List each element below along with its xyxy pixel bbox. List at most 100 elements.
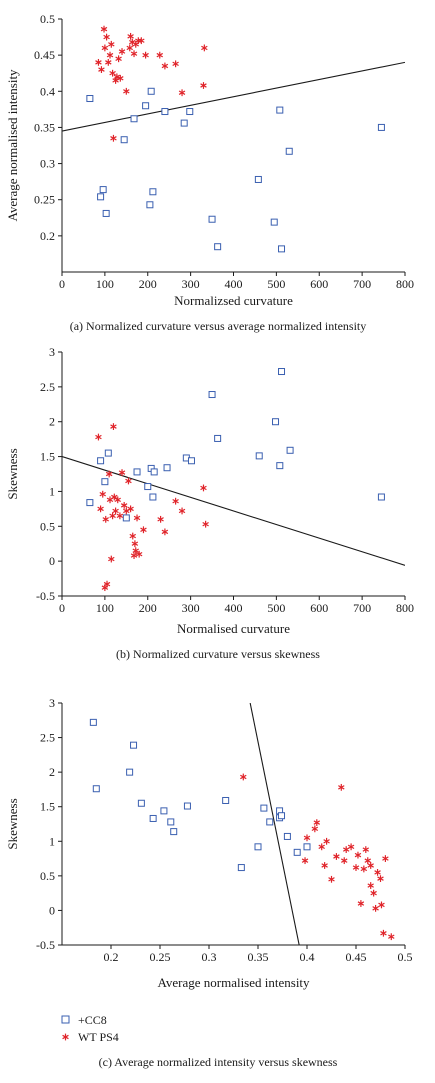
data-point-square [130,115,138,123]
star-stroke [109,513,116,519]
data-point-star [161,62,169,70]
data-point-star [106,51,114,59]
x-tick-label: 0.2 [104,950,119,964]
x-tick-label: 500 [267,601,285,615]
data-point-star [313,819,321,827]
star-stroke [105,60,112,65]
star-stroke [201,45,208,51]
data-point-square [104,449,112,457]
data-point-square [130,741,138,749]
data-point-star [378,901,385,909]
star-stroke [200,485,207,491]
y-tick-label: 0.5 [40,869,55,883]
star-stroke [115,56,122,61]
y-tick-label: 0.3 [40,157,55,171]
star-stroke [131,541,139,546]
data-point-star [328,875,335,883]
data-point-star [201,44,208,52]
data-point-star [95,58,102,66]
star-stroke [156,52,163,58]
star-stroke [370,890,377,896]
y-tick-label: 0.5 [40,519,55,533]
star-stroke [129,533,136,539]
star-stroke [130,51,138,56]
star-stroke [62,1034,69,1040]
star-stroke [100,26,108,32]
star-stroke [380,931,387,936]
star-stroke [132,548,139,553]
chart-caption: (b) Normalized curvature versus skewness [116,647,320,661]
y-tick-label: 1 [49,834,55,848]
y-tick-label: 1.5 [40,800,55,814]
data-point-square [286,446,294,454]
data-point-star [323,837,330,845]
star-stroke [301,858,309,863]
star-stroke [328,877,335,882]
y-axis-label: Skewness [5,448,20,499]
data-point-star [112,507,119,515]
data-point-square [99,186,107,194]
data-point-square [160,807,168,815]
data-point-square [276,106,284,114]
star-stroke [377,876,384,881]
data-point-square [208,391,216,399]
data-point-star [140,526,147,534]
data-point-star [95,433,102,441]
star-stroke [105,471,113,477]
data-point-square [254,843,262,851]
data-point-star [125,477,132,485]
data-point-star [131,540,139,548]
y-tick-label: 0.25 [34,193,55,207]
y-tick-label: 0.5 [40,12,55,26]
star-stroke [338,785,345,790]
data-point-star [116,512,124,520]
star-stroke [127,34,134,39]
star-stroke [110,424,117,429]
data-point-star [157,515,164,523]
star-stroke [364,858,372,863]
x-tick-label: 500 [267,277,285,291]
y-tick-label: 3 [49,696,55,710]
legend-label-wt: WT PS4 [78,1030,119,1044]
data-point-star [130,50,138,58]
star-stroke [101,585,109,590]
star-stroke [172,61,179,67]
data-point-square [237,864,245,872]
data-point-star [240,773,247,781]
data-point-square [285,147,293,155]
data-point-star [98,66,105,73]
star-stroke [360,866,368,872]
data-point-star [362,846,370,853]
star-stroke [109,70,116,76]
legend: +CC8 WT PS4 [61,1013,119,1044]
data-point-star [303,834,311,842]
data-point-star [123,87,130,95]
data-point-star [388,933,395,941]
x-tick-label: 100 [96,277,114,291]
data-point-square [278,245,286,253]
data-point-star [357,900,365,907]
data-point-square [149,493,157,501]
data-point-star [380,929,387,937]
data-point-star [301,857,309,865]
data-point-square [147,87,155,95]
data-point-square [293,848,301,856]
star-stroke [108,42,115,47]
x-tick-label: 600 [310,601,328,615]
x-tick-label: 0 [59,601,65,615]
data-point-square [97,193,105,201]
data-point-square [260,804,268,812]
star-stroke [112,78,119,83]
legend-item-cc8: +CC8 [61,1013,107,1027]
chart-caption: (c) Average normalized intensity versus … [99,1055,338,1069]
star-stroke [240,774,247,780]
data-point-star [114,496,121,504]
data-point-star [110,134,117,142]
y-tick-label: 0.2 [40,229,55,243]
y-tick-label: 2 [49,765,55,779]
data-point-star [109,69,116,77]
star-stroke [135,551,143,557]
star-stroke [321,863,328,868]
data-point-star [102,515,109,523]
data-point-star [340,857,348,865]
